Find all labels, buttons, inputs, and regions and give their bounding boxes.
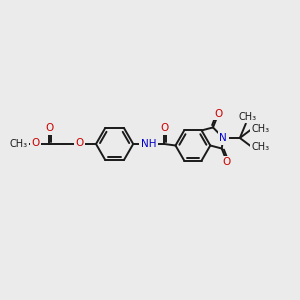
Text: CH₃: CH₃ <box>251 124 269 134</box>
Text: O: O <box>75 138 84 148</box>
Text: O: O <box>223 157 231 167</box>
Text: CH₃: CH₃ <box>10 139 28 149</box>
Text: O: O <box>214 109 222 118</box>
Text: NH: NH <box>141 139 157 149</box>
Text: O: O <box>45 123 54 133</box>
Text: O: O <box>31 138 40 148</box>
Text: N: N <box>220 133 227 143</box>
Text: CH₃: CH₃ <box>238 112 256 122</box>
Text: O: O <box>161 123 169 133</box>
Text: CH₃: CH₃ <box>251 142 269 152</box>
